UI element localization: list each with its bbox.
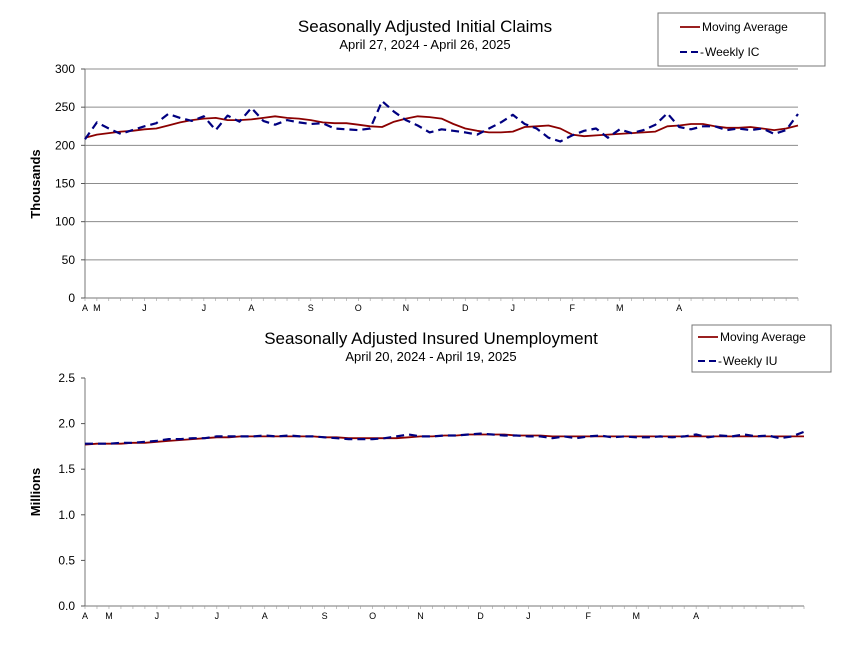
chart1-x-tick-label: A: [676, 303, 682, 313]
chart2-y-axis-label: Millions: [28, 468, 43, 516]
chart2-legend-label-moving-average: Moving Average: [720, 330, 806, 344]
chart1-y-tick-label: 50: [62, 253, 76, 267]
chart1-x-tick-label: A: [248, 303, 254, 313]
chart1-x-tick-label: M: [616, 303, 624, 313]
chart2-y-tick-label: 0.5: [58, 553, 75, 567]
chart2-x-tick-label: A: [693, 611, 699, 621]
chart2-legend: Moving Average - Weekly IU: [691, 324, 832, 373]
chart2-x-tick-label: J: [526, 611, 531, 621]
chart2-series-weekly-line: [85, 430, 805, 445]
chart2-title: Seasonally Adjusted Insured Unemployment: [264, 329, 598, 348]
chart1-y-tick-label: 250: [55, 100, 75, 114]
chart1-y-tick-label: 150: [55, 177, 75, 191]
chart2-x-tick-label: S: [322, 611, 328, 621]
chart2-series-moving-average-line: [84, 433, 804, 446]
chart1-y-axis-label: Thousands: [28, 149, 43, 218]
chart2-y-tick-label: 2.0: [58, 417, 75, 431]
chart1-legend-label-weekly: Weekly IC: [705, 45, 760, 59]
insured-unemployment-chart: Seasonally Adjusted Insured Unemployment…: [28, 324, 832, 621]
chart1-title: Seasonally Adjusted Initial Claims: [298, 17, 552, 36]
chart1-x-tick-label: A: [82, 303, 88, 313]
chart1-x-tick-label: S: [308, 303, 314, 313]
chart1-subtitle: April 27, 2024 - April 26, 2025: [339, 37, 510, 52]
chart2-x-tick-label: N: [417, 611, 424, 621]
chart1-x-tick-label: O: [355, 303, 362, 313]
chart1-legend-dash: -: [700, 45, 704, 59]
chart1-x-tick-label: J: [511, 303, 516, 313]
chart2-x-tick-label: A: [262, 611, 268, 621]
chart1-y-tick-label: 200: [55, 138, 75, 152]
chart1-x-tick-label: D: [462, 303, 469, 313]
chart2-subtitle: April 20, 2024 - April 19, 2025: [345, 349, 516, 364]
chart1-x-tick-label: N: [403, 303, 410, 313]
chart2-legend-dash: -: [718, 354, 722, 368]
chart2-x-tick-label: O: [369, 611, 376, 621]
chart1-legend: Moving Average - Weekly IC: [657, 12, 826, 67]
chart2-x-tick-label: A: [82, 611, 88, 621]
chart2-y-tick-label: 2.5: [58, 371, 75, 385]
chart2-y-tick-label: 1.5: [58, 462, 75, 476]
chart2-x-tick-label: D: [477, 611, 484, 621]
chart1-y-tick-label: 100: [55, 215, 75, 229]
chart1-y-tick-label: 300: [55, 62, 75, 76]
chart1-x-tick-label: M: [93, 303, 101, 313]
chart2-x-tick-label: M: [105, 611, 113, 621]
chart1-series-moving-average-line: [84, 115, 799, 139]
chart2-x-tick-label: J: [155, 611, 160, 621]
initial-claims-chart: Seasonally Adjusted Initial Claims April…: [28, 12, 826, 313]
chart1-series-weekly-line: [84, 99, 799, 143]
chart2-y-tick-label: 0.0: [58, 599, 75, 613]
chart1-x-tick-label: J: [202, 303, 207, 313]
chart1-x-tick-label: F: [569, 303, 575, 313]
chart2-y-tick-label: 1.0: [58, 508, 75, 522]
chart1-x-tick-label: J: [142, 303, 147, 313]
chart1-legend-box: [657, 12, 826, 67]
chart2-legend-box: [691, 324, 832, 373]
chart2-legend-label-weekly: Weekly IU: [723, 354, 777, 368]
chart2-x-tick-label: F: [586, 611, 592, 621]
chart1-legend-label-moving-average: Moving Average: [702, 20, 788, 34]
chart1-y-tick-label: 0: [68, 291, 75, 305]
chart2-x-tick-label: J: [215, 611, 220, 621]
chart2-x-tick-label: M: [632, 611, 640, 621]
